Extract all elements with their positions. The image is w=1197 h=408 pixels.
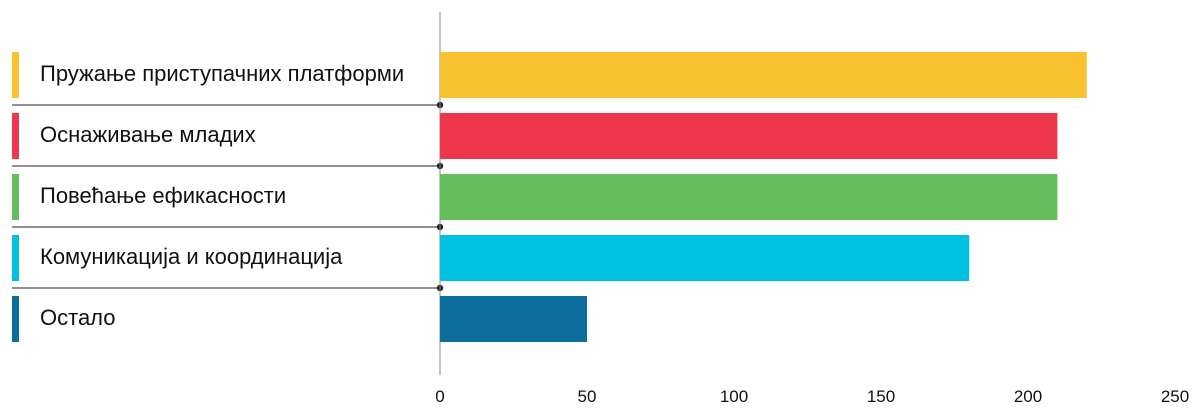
x-tick-labels: 0 50 100 150 200 250: [435, 387, 1189, 406]
row-separators: [12, 101, 444, 292]
marker-cat-3: [12, 235, 19, 281]
bar-cat-3: [440, 235, 970, 281]
marker-cat-1: [12, 113, 19, 159]
label-cat-4: Остало: [40, 305, 116, 330]
label-cat-1: Оснаживање младих: [40, 122, 256, 147]
label-cat-3: Комуникација и координација: [40, 244, 343, 269]
x-tick-label: 50: [578, 387, 597, 406]
bar-cat-1: [440, 113, 1058, 159]
label-cat-0: Пружање приступачних платформи: [40, 61, 404, 86]
bar-cat-0: [440, 52, 1087, 98]
x-tick-label: 200: [1014, 387, 1042, 406]
marker-cat-4: [12, 296, 19, 342]
marker-cat-2: [12, 174, 19, 220]
x-tick-label: 250: [1161, 387, 1189, 406]
bars: [440, 52, 1087, 342]
bar-cat-4: [440, 296, 587, 342]
x-tick-label: 0: [435, 387, 444, 406]
category-labels: Пружање приступачних платформи Оснаживање…: [40, 61, 404, 330]
x-tick-label: 150: [867, 387, 895, 406]
category-markers: [12, 52, 19, 342]
label-cat-2: Повећање ефикасности: [40, 183, 286, 208]
x-tick-label: 100: [720, 387, 748, 406]
bar-cat-2: [440, 174, 1058, 220]
marker-cat-0: [12, 52, 19, 98]
